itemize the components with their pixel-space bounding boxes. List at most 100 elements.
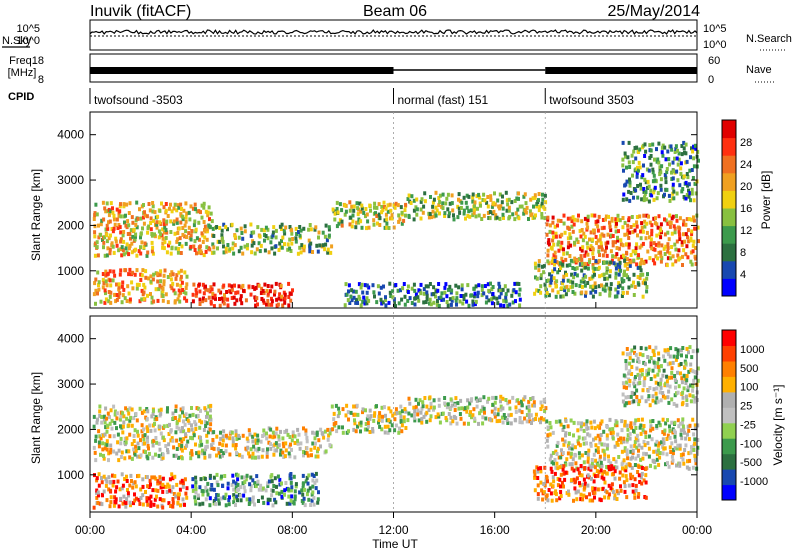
- range-cell: [154, 436, 158, 440]
- range-cell: [209, 417, 213, 422]
- range-cell: [628, 183, 632, 188]
- range-cell: [553, 267, 557, 272]
- range-cell: [167, 243, 170, 248]
- range-cell: [413, 412, 416, 416]
- range-cell: [226, 297, 230, 302]
- range-cell: [463, 406, 467, 411]
- range-cell: [267, 440, 271, 445]
- range-cell: [627, 242, 631, 247]
- range-cell: [262, 428, 266, 433]
- range-cell: [678, 461, 682, 466]
- range-cell: [222, 250, 226, 255]
- range-cell: [375, 404, 378, 409]
- range-cell: [166, 450, 170, 455]
- range-cell: [227, 498, 231, 502]
- range-cell: [243, 480, 247, 485]
- range-cell: [224, 492, 228, 497]
- range-cell: [627, 140, 631, 145]
- range-cell: [104, 483, 108, 488]
- range-cell: [691, 349, 695, 354]
- range-cell: [254, 438, 258, 443]
- range-cell: [679, 428, 683, 433]
- range-cell: [668, 198, 672, 203]
- range-cell: [157, 235, 161, 240]
- range-cell: [625, 273, 629, 278]
- range-cell: [659, 254, 663, 259]
- range-cell: [356, 212, 360, 217]
- range-cell: [574, 490, 578, 495]
- range-cell: [476, 294, 480, 299]
- range-cell: [174, 453, 178, 458]
- range-cell: [690, 447, 694, 452]
- range-cell: [403, 294, 407, 299]
- colorbar-swatch: [722, 208, 736, 227]
- range-cell: [432, 407, 435, 412]
- range-cell: [578, 481, 581, 486]
- range-cell: [631, 173, 634, 178]
- range-cell: [277, 437, 281, 442]
- range-cell: [308, 486, 312, 491]
- range-cell: [143, 241, 147, 246]
- range-cell: [637, 417, 641, 422]
- range-cell: [346, 298, 350, 303]
- range-cell: [178, 242, 182, 246]
- range-cell: [621, 197, 625, 202]
- range-cell: [663, 217, 666, 222]
- range-cell: [692, 144, 696, 149]
- range-cell: [273, 442, 277, 447]
- range-cell: [136, 433, 140, 438]
- range-cell: [573, 445, 577, 450]
- range-cell: [182, 208, 186, 213]
- range-cell: [690, 187, 694, 192]
- range-cell: [652, 387, 656, 392]
- range-cell: [552, 242, 556, 247]
- range-cell: [457, 285, 461, 290]
- range-cell: [156, 488, 160, 493]
- range-cell: [670, 245, 674, 249]
- range-cell: [623, 423, 627, 428]
- range-cell: [507, 208, 511, 213]
- range-cell: [570, 478, 573, 483]
- range-cell: [553, 471, 557, 476]
- range-cell: [121, 424, 125, 429]
- range-cell: [251, 451, 255, 456]
- range-cell: [492, 209, 496, 214]
- range-cell: [289, 488, 293, 493]
- range-cell: [184, 286, 188, 290]
- range-cell: [651, 426, 655, 431]
- range-cell: [566, 288, 570, 293]
- range-cell: [188, 413, 192, 418]
- range-cell: [197, 454, 201, 459]
- range-cell: [379, 297, 383, 302]
- range-cell: [582, 441, 586, 446]
- range-cell: [429, 302, 433, 307]
- range-cell: [126, 219, 130, 224]
- range-cell: [667, 375, 671, 380]
- range-cell: [545, 222, 549, 227]
- range-cell: [633, 491, 637, 496]
- range-cell: [627, 245, 631, 250]
- range-cell: [693, 441, 697, 446]
- range-cell: [570, 446, 574, 451]
- range-cell: [609, 486, 613, 491]
- range-cell: [482, 192, 486, 197]
- range-cell: [467, 194, 471, 199]
- range-cell: [314, 454, 318, 459]
- nsky-trace: [89, 29, 698, 35]
- cpid-segment-2: twofsound 3503: [549, 93, 634, 107]
- range-cell: [675, 403, 679, 408]
- range-cell: [242, 288, 245, 293]
- range-cell: [444, 201, 448, 206]
- range-cell: [192, 244, 196, 249]
- range-cell: [125, 250, 129, 255]
- range-cell: [219, 436, 223, 441]
- range-cell: [113, 222, 117, 227]
- range-cell: [361, 410, 364, 415]
- range-cell: [389, 208, 393, 213]
- range-cell: [373, 294, 376, 299]
- range-cell: [142, 296, 146, 301]
- range-cell: [383, 225, 387, 230]
- range-cell: [561, 451, 565, 455]
- range-cell: [504, 292, 508, 297]
- range-cell: [639, 273, 643, 277]
